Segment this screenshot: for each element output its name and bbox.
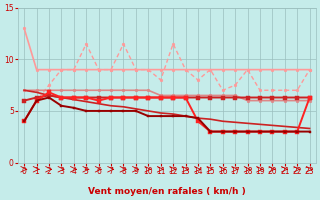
X-axis label: Vent moyen/en rafales ( km/h ): Vent moyen/en rafales ( km/h )	[88, 187, 246, 196]
